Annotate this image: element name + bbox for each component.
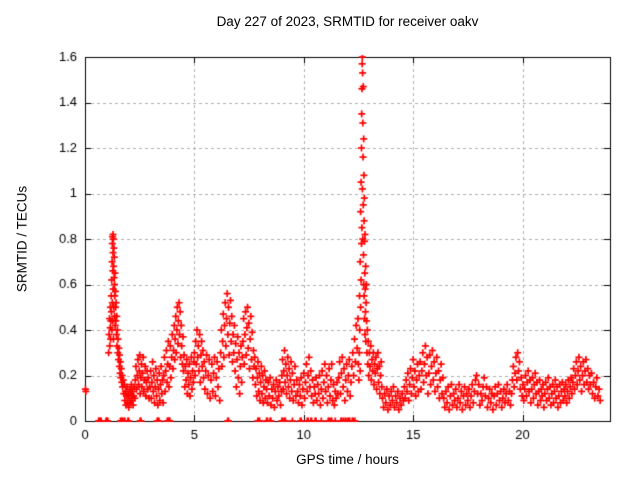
chart-title: Day 227 of 2023, SRMTID for receiver oak… (216, 14, 479, 29)
y-axis-label: SRMTID / TECUs (14, 185, 30, 293)
x-axis-label: GPS time / hours (296, 452, 399, 467)
